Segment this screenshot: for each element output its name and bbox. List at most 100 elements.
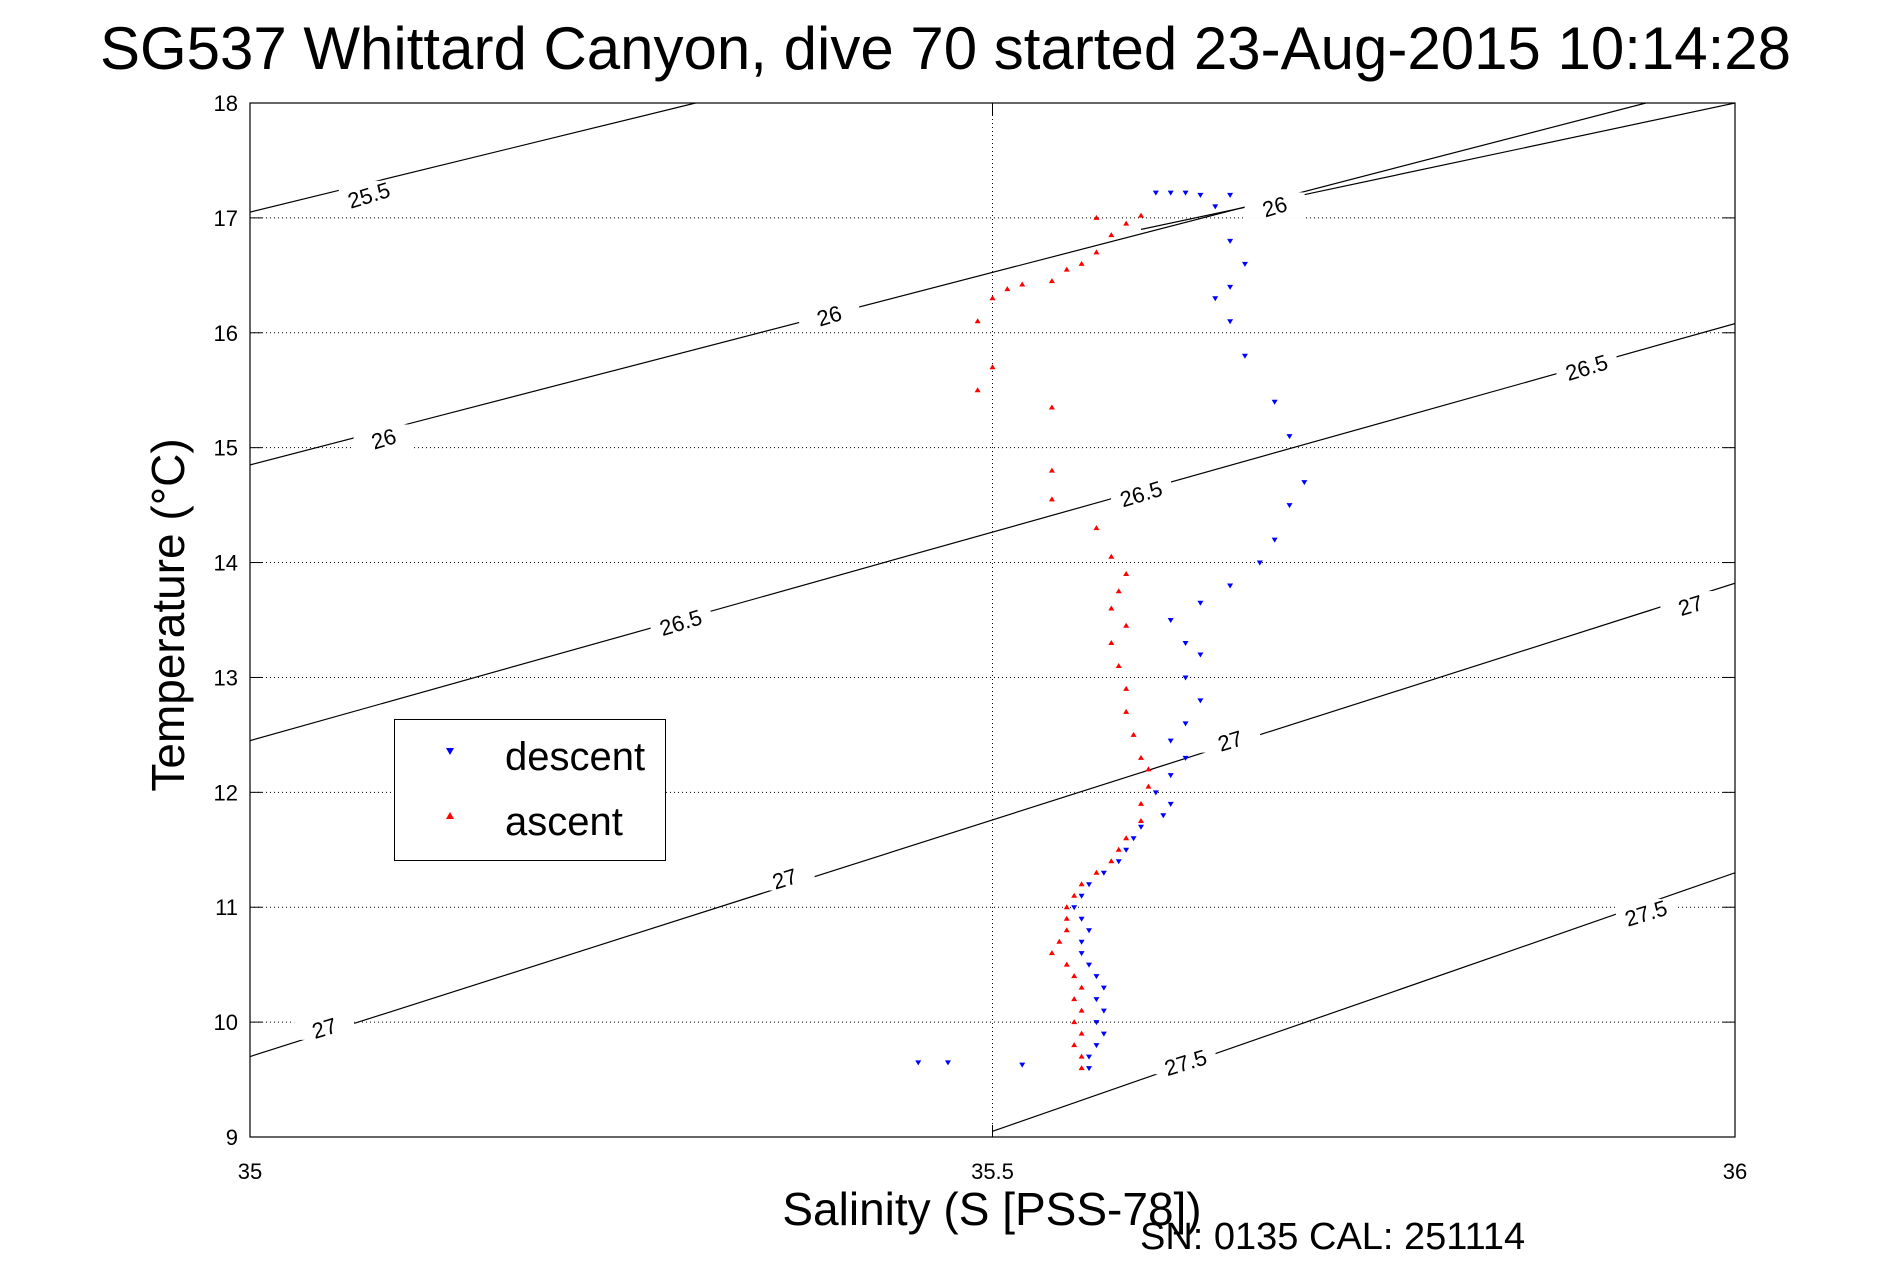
isopycnal-label-bg bbox=[1111, 479, 1171, 506]
descent-point bbox=[1212, 296, 1219, 302]
ascent-point bbox=[1145, 783, 1152, 789]
ascent-point bbox=[1048, 496, 1055, 502]
ascent-point bbox=[1071, 996, 1078, 1002]
ascent-point bbox=[1078, 1030, 1085, 1036]
isopycnal-line bbox=[992, 872, 1735, 1132]
isopycnal-line bbox=[1140, 103, 1735, 230]
descent-point bbox=[1160, 813, 1167, 819]
ascent-point bbox=[1078, 260, 1085, 266]
ascent-point bbox=[974, 387, 981, 393]
isopycnal-label-bg bbox=[799, 301, 860, 328]
y-axis-label: Temperature (°C) bbox=[142, 438, 194, 792]
ascent-point bbox=[1078, 1007, 1085, 1013]
descent-point bbox=[1130, 836, 1137, 842]
y-tick-label: 9 bbox=[226, 1125, 238, 1150]
descent-marker-icon bbox=[445, 746, 455, 756]
descent-point bbox=[1241, 353, 1248, 359]
ascent-point bbox=[1145, 766, 1152, 772]
descent-point bbox=[1212, 204, 1219, 210]
descent-point bbox=[1152, 190, 1159, 196]
ascent-point bbox=[1063, 904, 1070, 910]
ascent-point bbox=[1078, 984, 1085, 990]
ascent-point bbox=[1130, 731, 1137, 737]
y-tick-label: 17 bbox=[214, 206, 238, 231]
descent-point bbox=[1078, 939, 1085, 945]
descent-point bbox=[1100, 870, 1107, 876]
descent-point bbox=[1086, 928, 1093, 934]
ascent-marker-icon bbox=[445, 811, 455, 821]
descent-point bbox=[1086, 1054, 1093, 1060]
x-tick-label: 36 bbox=[1723, 1159, 1747, 1184]
ascent-point bbox=[1115, 846, 1122, 852]
legend-item-descent: descent bbox=[395, 732, 665, 782]
descent-point bbox=[1167, 738, 1174, 744]
descent-point bbox=[1182, 640, 1189, 646]
series-ascent bbox=[974, 212, 1152, 1071]
descent-point bbox=[1093, 1043, 1100, 1049]
descent-point bbox=[1093, 974, 1100, 980]
y-tick-label: 10 bbox=[214, 1010, 238, 1035]
descent-point bbox=[1086, 1066, 1093, 1072]
isopycnal-line bbox=[250, 103, 1647, 466]
descent-point bbox=[1182, 675, 1189, 681]
y-tick-label: 14 bbox=[214, 551, 238, 576]
ascent-point bbox=[1071, 1019, 1078, 1025]
ascent-point bbox=[1048, 950, 1055, 956]
ascent-point bbox=[1115, 662, 1122, 668]
descent-point bbox=[1086, 882, 1093, 888]
descent-point bbox=[1182, 721, 1189, 727]
legend-label-ascent: ascent bbox=[505, 800, 623, 844]
ascent-point bbox=[1093, 249, 1100, 255]
isopycnal-label-bg bbox=[1155, 1048, 1216, 1075]
descent-point bbox=[1227, 238, 1234, 244]
isopycnal-label-bg bbox=[650, 608, 711, 635]
isopycnal-label-bg bbox=[1200, 726, 1261, 753]
descent-point bbox=[1256, 560, 1263, 566]
ascent-point bbox=[1138, 818, 1144, 824]
y-tick-label: 11 bbox=[215, 895, 238, 920]
isopycnal-label-bg bbox=[1556, 353, 1617, 380]
ascent-point bbox=[974, 318, 981, 324]
isopycnal-label-bg bbox=[1244, 192, 1305, 219]
descent-point bbox=[1197, 698, 1204, 704]
descent-point bbox=[1197, 600, 1204, 606]
descent-point bbox=[1115, 859, 1122, 865]
chart-title: SG537 Whittard Canyon, dive 70 started 2… bbox=[99, 15, 1792, 82]
descent-point bbox=[1078, 951, 1085, 957]
descent-point bbox=[1093, 1020, 1100, 1026]
descent-point bbox=[1100, 985, 1107, 991]
descent-point bbox=[1197, 652, 1204, 658]
descent-point bbox=[1227, 319, 1234, 325]
descent-point bbox=[1100, 1008, 1107, 1014]
isopycnal-lines bbox=[250, 103, 1735, 1132]
ascent-point bbox=[1115, 588, 1122, 594]
descent-point bbox=[1271, 537, 1278, 543]
descent-point bbox=[915, 1060, 922, 1066]
legend-label-descent: descent bbox=[505, 735, 646, 779]
descent-point bbox=[1286, 503, 1293, 509]
descent-point bbox=[1227, 192, 1234, 198]
ascent-point bbox=[1019, 281, 1026, 287]
ascent-point bbox=[1108, 553, 1115, 559]
y-tick-label: 13 bbox=[214, 665, 238, 690]
grid-lines bbox=[249, 102, 1736, 1138]
descent-point bbox=[1100, 1031, 1107, 1037]
descent-point bbox=[1241, 261, 1248, 267]
ascent-point bbox=[1123, 685, 1130, 691]
ascent-point bbox=[1123, 708, 1130, 714]
ascent-point bbox=[1093, 869, 1100, 875]
ascent-point bbox=[1063, 266, 1070, 272]
ascent-point bbox=[1123, 622, 1130, 628]
y-tick-label: 18 bbox=[214, 91, 238, 116]
descent-point bbox=[1227, 284, 1234, 290]
descent-point bbox=[1167, 801, 1174, 807]
descent-point bbox=[1182, 755, 1189, 761]
descent-point bbox=[1071, 905, 1078, 911]
ascent-point bbox=[1063, 961, 1070, 967]
descent-point bbox=[1078, 893, 1085, 899]
ascent-point bbox=[1108, 858, 1115, 864]
ascent-point bbox=[1138, 212, 1144, 218]
descent-point bbox=[1227, 583, 1234, 589]
ascent-point bbox=[1004, 286, 1011, 292]
